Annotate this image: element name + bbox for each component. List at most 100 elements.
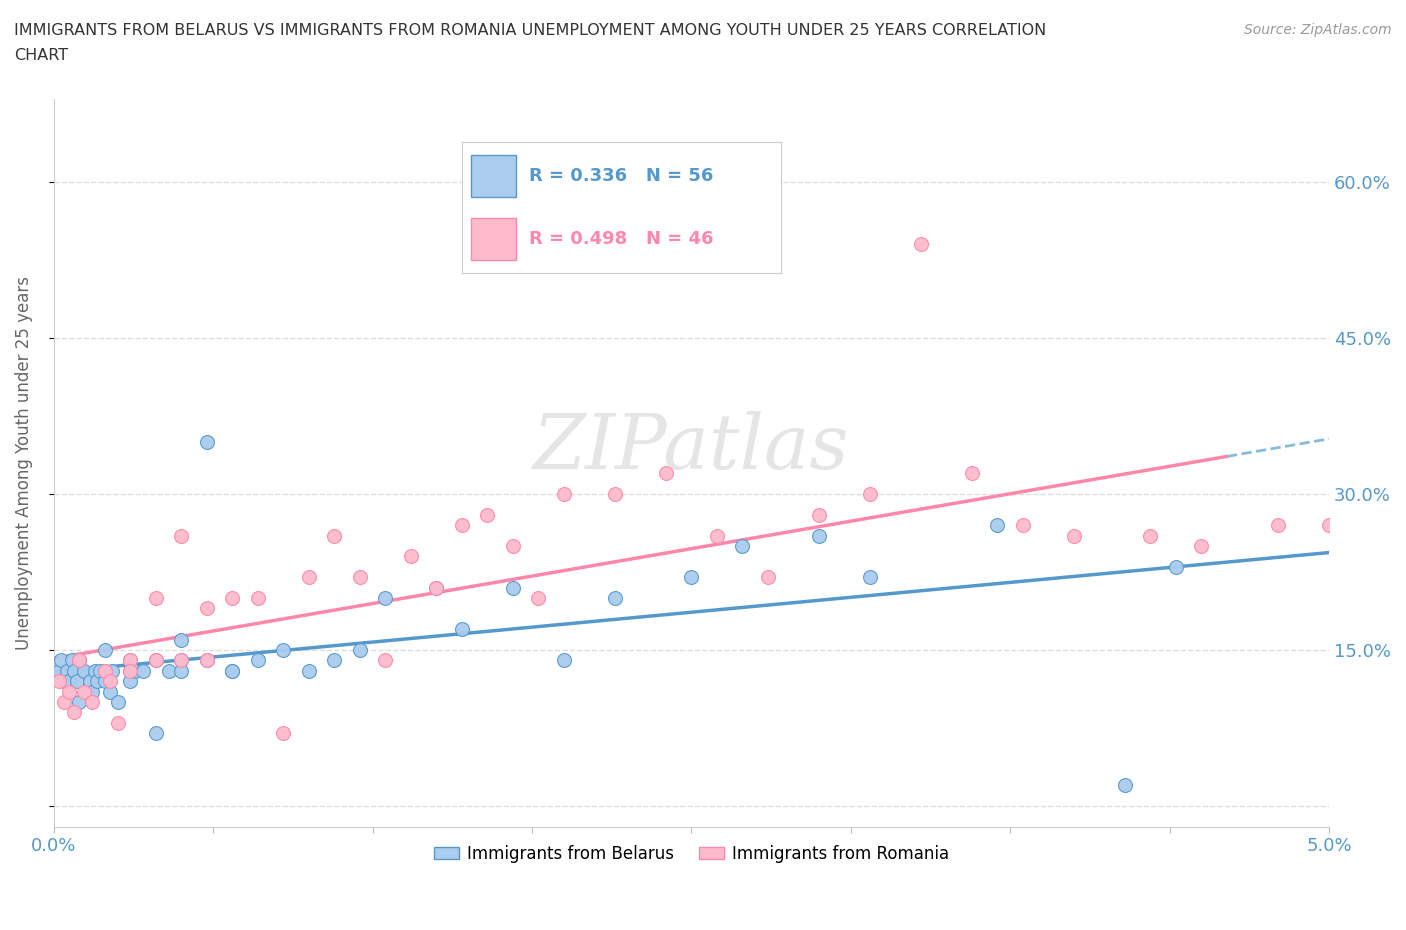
- Point: [195, 601, 218, 616]
- Point: [80, 684, 103, 699]
- Point: [859, 570, 882, 585]
- Point: [170, 653, 193, 668]
- Point: [98, 684, 121, 699]
- Point: [298, 663, 321, 678]
- Point: [145, 653, 167, 668]
- Point: [60, 653, 83, 668]
- Point: [527, 591, 550, 605]
- Point: [107, 695, 129, 710]
- Point: [374, 591, 396, 605]
- Point: [48, 663, 70, 678]
- Point: [960, 466, 983, 481]
- Point: [89, 663, 111, 678]
- Point: [63, 663, 86, 678]
- Point: [706, 528, 728, 543]
- Point: [425, 580, 447, 595]
- Point: [107, 715, 129, 730]
- Point: [51, 653, 73, 668]
- Point: [79, 673, 101, 688]
- Point: [1317, 518, 1340, 533]
- Point: [807, 507, 830, 522]
- Point: [756, 570, 779, 585]
- Point: [145, 653, 167, 668]
- Point: [73, 684, 96, 699]
- Point: [101, 663, 124, 678]
- Point: [451, 518, 474, 533]
- Point: [94, 663, 117, 678]
- Point: [195, 653, 218, 668]
- Point: [67, 695, 90, 710]
- Point: [98, 673, 121, 688]
- Point: [132, 663, 155, 678]
- Point: [94, 673, 117, 688]
- Point: [120, 663, 142, 678]
- Point: [655, 466, 678, 481]
- Point: [603, 591, 626, 605]
- Point: [451, 621, 474, 636]
- Point: [76, 684, 98, 699]
- Point: [170, 653, 193, 668]
- Point: [477, 507, 499, 522]
- Point: [349, 643, 371, 658]
- Point: [157, 663, 180, 678]
- Text: ZIPatlas: ZIPatlas: [533, 411, 849, 485]
- Point: [124, 663, 146, 678]
- Point: [195, 434, 218, 449]
- Point: [67, 653, 90, 668]
- Point: [273, 725, 295, 740]
- Point: [53, 695, 76, 710]
- Point: [425, 580, 447, 595]
- Text: Source: ZipAtlas.com: Source: ZipAtlas.com: [1244, 23, 1392, 37]
- Point: [221, 663, 243, 678]
- Point: [553, 653, 575, 668]
- Point: [55, 663, 77, 678]
- Point: [53, 673, 76, 688]
- Point: [323, 653, 346, 668]
- Text: IMMIGRANTS FROM BELARUS VS IMMIGRANTS FROM ROMANIA UNEMPLOYMENT AMONG YOUTH UNDE: IMMIGRANTS FROM BELARUS VS IMMIGRANTS FR…: [14, 23, 1046, 38]
- Point: [273, 643, 295, 658]
- Point: [94, 643, 117, 658]
- Point: [859, 486, 882, 501]
- Point: [246, 653, 269, 668]
- Point: [298, 570, 321, 585]
- Point: [58, 673, 80, 688]
- Point: [94, 663, 117, 678]
- Point: [1191, 538, 1213, 553]
- Point: [66, 673, 89, 688]
- Point: [1114, 777, 1136, 792]
- Point: [86, 673, 108, 688]
- Point: [986, 518, 1008, 533]
- Point: [1164, 559, 1187, 574]
- Point: [246, 591, 269, 605]
- Point: [1139, 528, 1161, 543]
- Point: [170, 663, 193, 678]
- Point: [221, 663, 243, 678]
- Point: [170, 632, 193, 647]
- Y-axis label: Unemployment Among Youth under 25 years: Unemployment Among Youth under 25 years: [15, 275, 32, 650]
- Point: [1267, 518, 1289, 533]
- Point: [349, 570, 371, 585]
- Point: [170, 528, 193, 543]
- Point: [731, 538, 754, 553]
- Point: [502, 538, 524, 553]
- Point: [145, 591, 167, 605]
- Point: [553, 486, 575, 501]
- Point: [502, 580, 524, 595]
- Point: [399, 549, 422, 564]
- Point: [73, 663, 96, 678]
- Legend: Immigrants from Belarus, Immigrants from Romania: Immigrants from Belarus, Immigrants from…: [427, 838, 956, 870]
- Point: [80, 695, 103, 710]
- Point: [120, 663, 142, 678]
- Point: [807, 528, 830, 543]
- Point: [83, 663, 105, 678]
- Point: [120, 673, 142, 688]
- Point: [48, 673, 70, 688]
- Point: [1063, 528, 1085, 543]
- Point: [681, 570, 703, 585]
- Point: [63, 705, 86, 720]
- Point: [120, 653, 142, 668]
- Point: [323, 528, 346, 543]
- Point: [120, 653, 142, 668]
- Point: [910, 237, 932, 252]
- Point: [603, 486, 626, 501]
